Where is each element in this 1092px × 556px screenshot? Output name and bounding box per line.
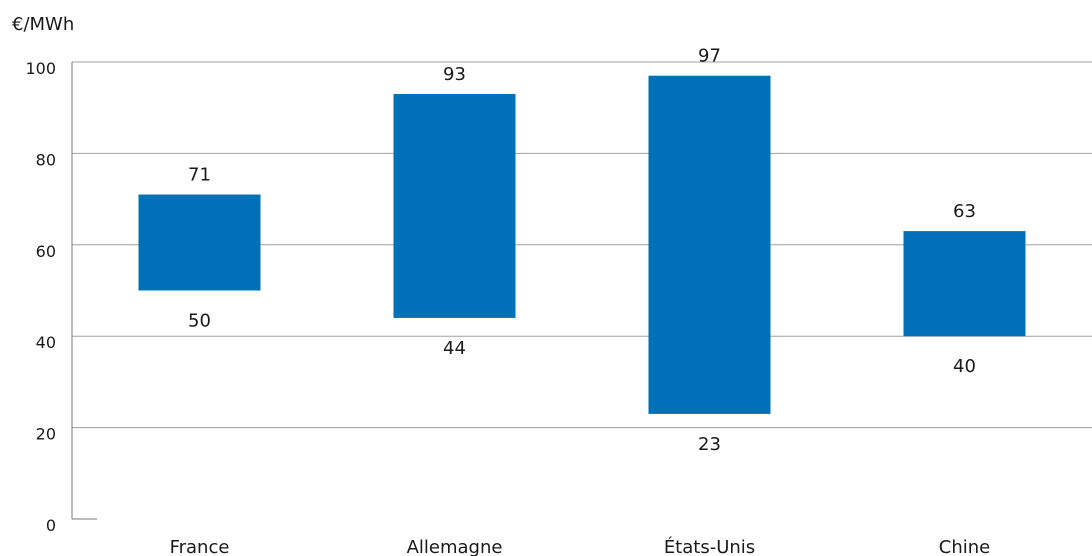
y-tick-labels: 0 20 40 60 80 100 (25, 59, 56, 535)
bars (138, 75, 1026, 414)
high-value-label: 71 (188, 165, 211, 186)
high-value-label: 97 (698, 46, 721, 67)
y-tick-label: 0 (46, 516, 56, 535)
low-value-label: 23 (698, 434, 721, 455)
low-value-label: 40 (953, 356, 976, 377)
axes (71, 62, 97, 520)
y-tick-label: 60 (36, 242, 56, 261)
low-value-label: 44 (443, 338, 466, 359)
high-value-label: 93 (443, 64, 466, 85)
x-tick-labels: France Allemagne États-Unis Chine (170, 536, 991, 556)
y-tick-label: 20 (36, 425, 56, 444)
range-bar-3 (648, 75, 771, 414)
range-bar-4 (903, 231, 1026, 337)
y-tick-label: 100 (25, 59, 56, 78)
range-bar-2 (393, 93, 516, 318)
high-value-label: 63 (953, 201, 976, 222)
x-tick-label: États-Unis (664, 536, 755, 556)
x-tick-label: Allemagne (407, 537, 503, 556)
data-labels: 71 50 93 44 97 23 63 40 (188, 46, 976, 455)
x-tick-label: Chine (939, 537, 990, 556)
x-tick-label: France (170, 537, 230, 556)
range-bar-1 (138, 194, 261, 291)
y-tick-label: 40 (36, 333, 56, 352)
y-axis-unit-label: €/MWh (12, 14, 75, 35)
low-value-label: 50 (188, 311, 211, 332)
y-tick-label: 80 (36, 150, 56, 169)
